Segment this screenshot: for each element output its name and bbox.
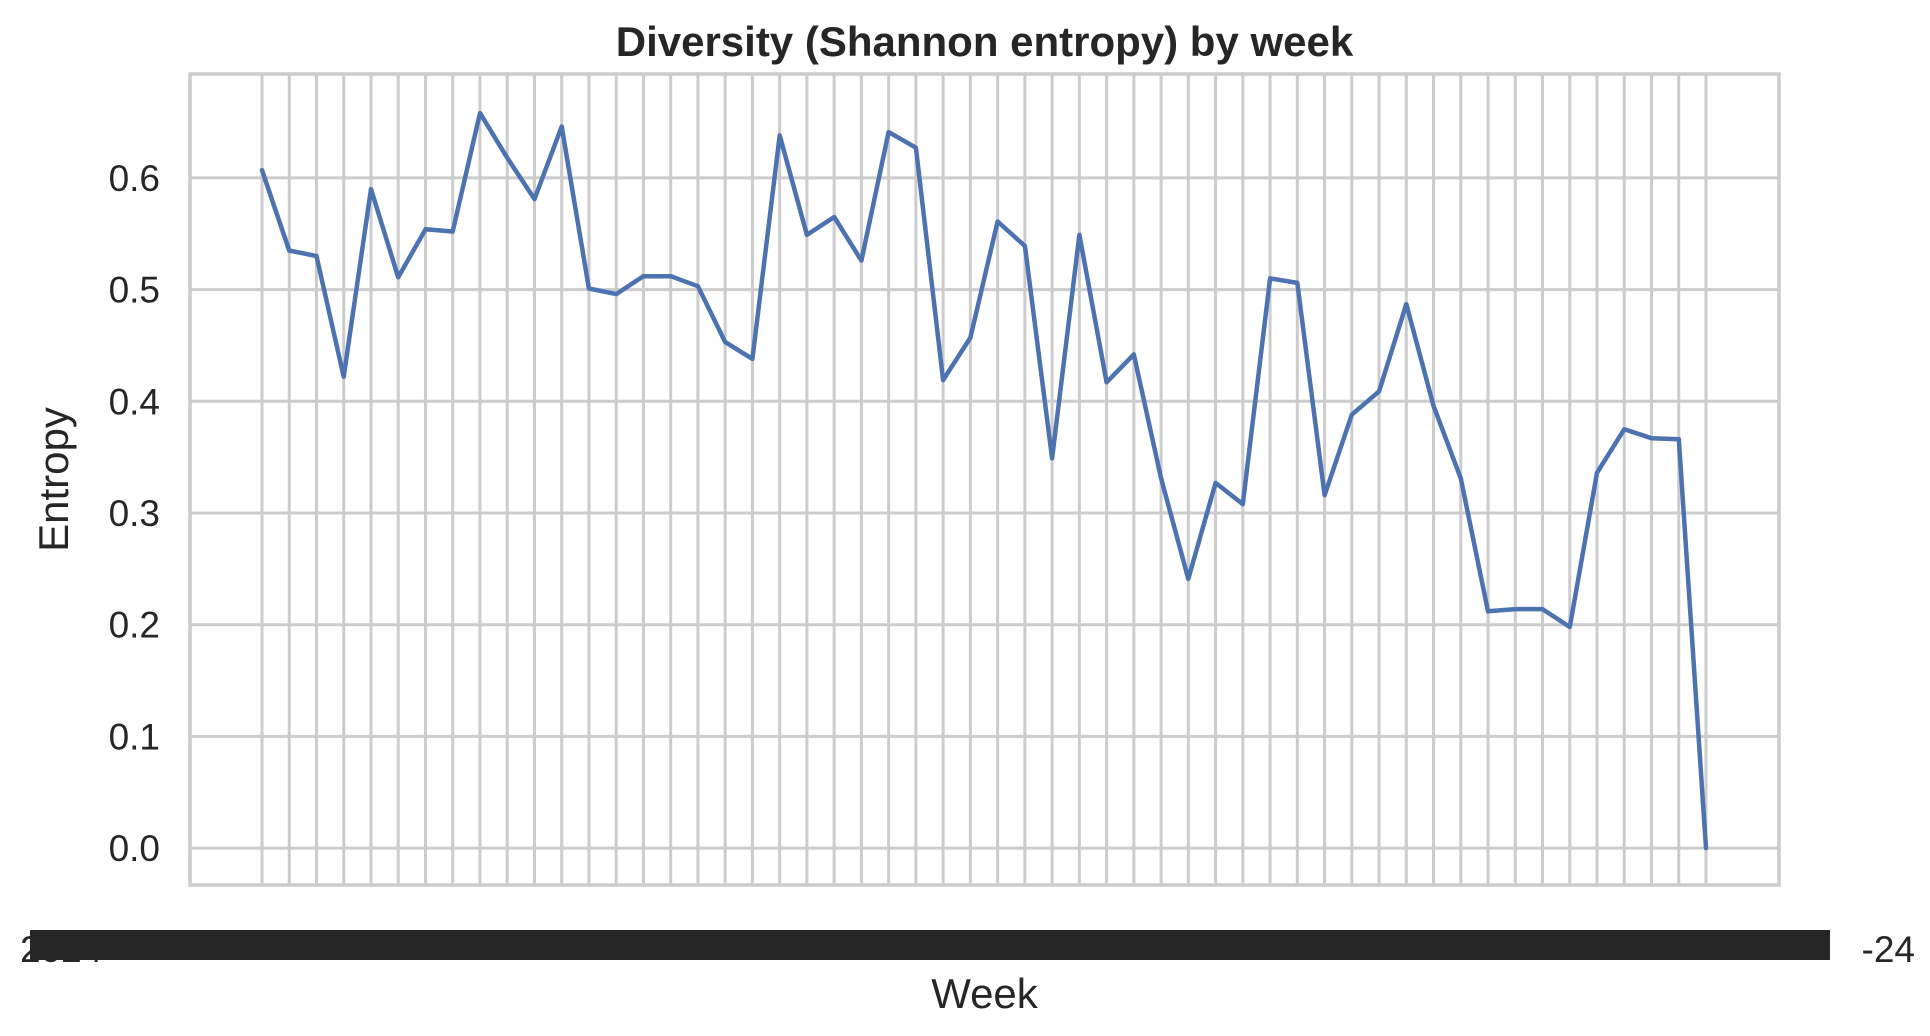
y-tick-label: 0.1 xyxy=(109,716,160,757)
y-tick-label: 0.0 xyxy=(109,828,160,869)
x-gridlines xyxy=(260,74,1708,885)
y-tick-label: 0.6 xyxy=(109,158,160,199)
x-tick-label-band xyxy=(30,930,1830,960)
x-tick-label-last: -24 xyxy=(1862,929,1915,970)
chart-title: Diversity (Shannon entropy) by week xyxy=(616,18,1354,65)
y-tick-label: 0.4 xyxy=(109,381,160,422)
y-tick-label: 0.5 xyxy=(109,270,160,311)
y-tick-labels: 0.0 0.1 0.2 0.3 0.4 0.5 0.6 xyxy=(109,158,160,869)
y-tick-label: 0.3 xyxy=(109,493,160,534)
y-tick-label: 0.2 xyxy=(109,605,160,646)
x-axis-label: Week xyxy=(931,970,1039,1017)
entropy-series-line xyxy=(259,110,1709,851)
x-tick-labels: 2024- -24 xyxy=(20,929,1915,970)
y-gridlines xyxy=(190,176,1779,850)
y-axis-label: Entropy xyxy=(30,407,77,552)
x-tick-label-first: 2024- xyxy=(20,929,115,970)
plot-frame xyxy=(188,72,1781,887)
